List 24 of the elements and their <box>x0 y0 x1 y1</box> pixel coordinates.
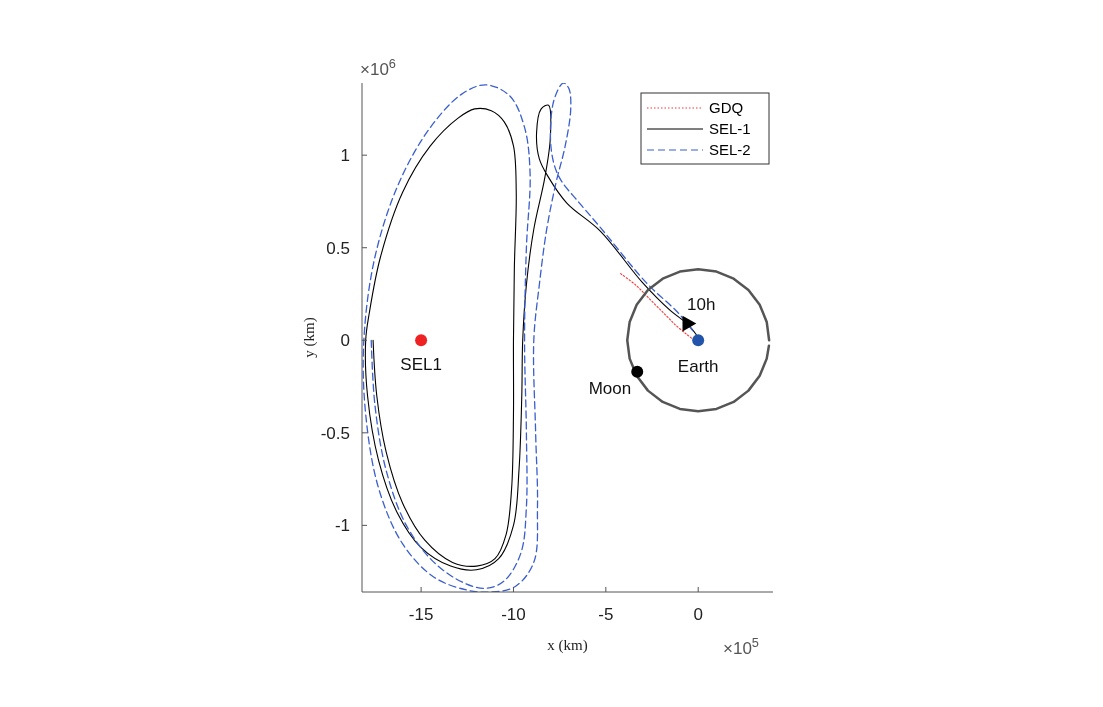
x-tick-label: -5 <box>598 605 614 624</box>
y-tick-label: 1 <box>340 146 350 166</box>
y-tick-label: 0.5 <box>326 238 350 258</box>
point <box>415 334 428 347</box>
y-tick-label: -1 <box>334 516 350 536</box>
x-axis-title: x (km) <box>547 637 588 654</box>
y-tick-label: 0 <box>340 331 350 351</box>
legend-label: GDQ <box>709 99 744 116</box>
legend-label: SEL-2 <box>709 141 751 158</box>
point <box>682 315 697 332</box>
x-tick-label: -15 <box>408 605 434 624</box>
y-axis-title: y (km) <box>301 317 318 358</box>
annotation: Moon <box>588 378 632 398</box>
point <box>631 365 644 378</box>
x-tick-label: 0 <box>693 605 703 624</box>
annotation: SEL1 <box>400 355 442 375</box>
point <box>692 334 705 347</box>
text: ×10$^{5}$ <box>723 634 759 658</box>
y-tick-label: -0.5 <box>320 423 350 443</box>
annotation: 10h <box>687 294 716 314</box>
x-tick-label: -10 <box>501 605 526 624</box>
text: ×10$^{6}$ <box>360 55 396 79</box>
legend-label: SEL-1 <box>709 120 751 137</box>
annotation: Earth <box>677 357 719 377</box>
